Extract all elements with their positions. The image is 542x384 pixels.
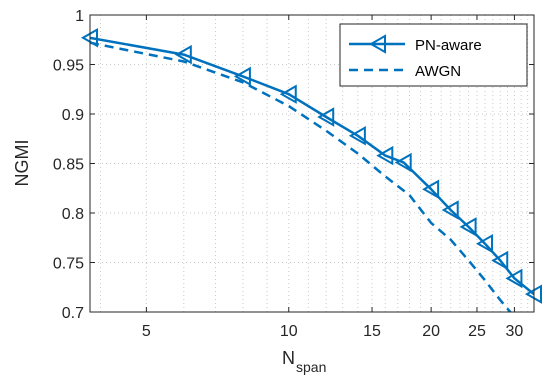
data-point-pn-aware [441,200,459,220]
data-point-pn-aware [394,152,412,173]
grid [90,15,534,312]
y-tick-label: 0.75 [53,256,84,273]
x-tick-label: 25 [468,323,486,340]
y-axis: 0.7 0.75 0.8 0.85 0.9 0.95 1 [53,8,534,322]
x-axis: 5 10 15 20 25 30 [142,15,524,340]
x-tick-label: 10 [280,323,298,340]
y-axis-label: NGMI [12,140,32,187]
data-point-pn-aware [505,268,523,289]
y-tick-label: 0.85 [53,157,84,174]
data-point-pn-aware [491,250,509,271]
y-tick-label: 0.9 [62,107,84,124]
x-tick-label: 20 [422,323,440,340]
series-line-pn-aware [90,36,534,296]
legend-label-awgn: AWGN [415,63,461,80]
data-point-pn-aware [348,126,366,146]
data-point-pn-aware [174,44,192,65]
x-tick-label: 15 [363,323,381,340]
x-tick-label: 5 [142,323,151,340]
legend: PN-aware AWGN [339,23,528,87]
series-layer [90,36,534,312]
x-tick-label: 30 [506,323,524,340]
data-point-pn-aware [459,217,477,237]
data-point-pn-aware [422,179,440,199]
legend-box [339,23,528,87]
y-tick-label: 0.8 [62,206,84,223]
legend-label-pn-aware: PN-aware [415,37,482,54]
series-line-awgn [90,41,512,312]
x-axis-label-subscript: span [296,359,326,375]
y-tick-label: 0.95 [53,58,84,75]
data-point-pn-aware [317,107,335,127]
data-point-pn-aware [279,84,297,104]
data-point-pn-aware [476,233,494,254]
data-point-pn-aware [233,66,251,87]
y-tick-label: 1 [75,8,84,25]
y-tick-label: 0.7 [62,305,84,322]
x-axis-label-main: N [282,348,295,368]
data-point-pn-aware [376,145,394,166]
legend-marker-pn-aware [368,34,386,54]
